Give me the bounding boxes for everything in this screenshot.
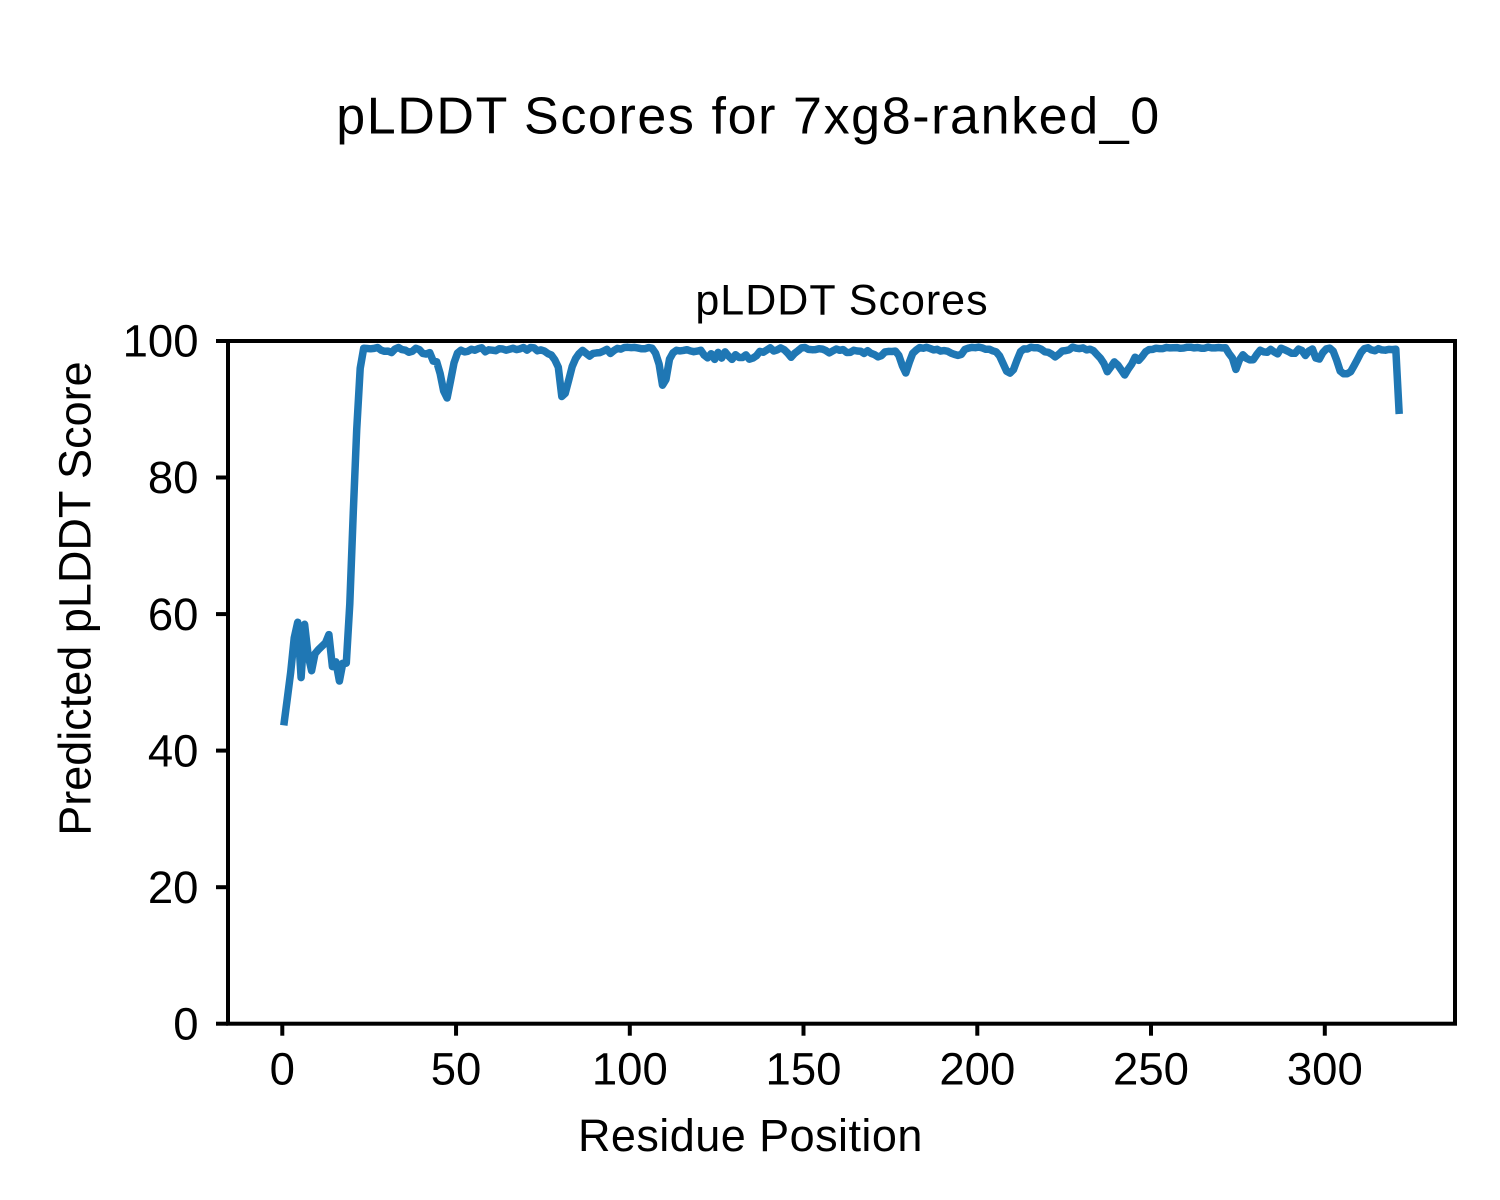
svg-text:40: 40 bbox=[148, 725, 199, 776]
svg-text:200: 200 bbox=[939, 1044, 1015, 1095]
svg-text:0: 0 bbox=[173, 998, 198, 1049]
svg-text:50: 50 bbox=[431, 1044, 482, 1095]
svg-text:100: 100 bbox=[592, 1044, 668, 1095]
svg-text:300: 300 bbox=[1287, 1044, 1363, 1095]
svg-text:150: 150 bbox=[766, 1044, 842, 1095]
svg-text:Residue Position: Residue Position bbox=[578, 1110, 923, 1161]
svg-text:pLDDT Scores: pLDDT Scores bbox=[695, 277, 988, 325]
svg-text:100: 100 bbox=[123, 316, 199, 367]
svg-text:20: 20 bbox=[148, 862, 199, 913]
svg-text:Predicted pLDDT Score: Predicted pLDDT Score bbox=[50, 361, 101, 835]
svg-text:0: 0 bbox=[270, 1044, 295, 1095]
svg-text:60: 60 bbox=[148, 589, 199, 640]
svg-text:80: 80 bbox=[148, 452, 199, 503]
svg-text:250: 250 bbox=[1113, 1044, 1189, 1095]
svg-text:pLDDT Scores for 7xg8-ranked_0: pLDDT Scores for 7xg8-ranked_0 bbox=[336, 88, 1161, 146]
